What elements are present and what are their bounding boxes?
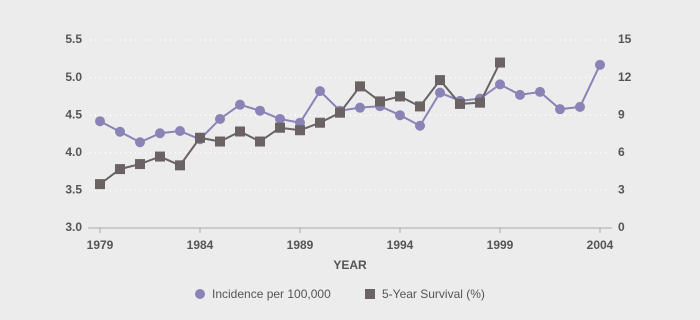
data-point [95, 116, 105, 127]
x-tick-label: 1994 [387, 238, 414, 252]
data-point [175, 160, 185, 171]
data-point [415, 120, 425, 131]
legend-label: 5-Year Survival (%) [382, 287, 485, 301]
data-point [135, 159, 145, 170]
legend-marker [195, 289, 205, 299]
data-point [435, 87, 445, 98]
data-point [315, 117, 325, 128]
data-point [595, 59, 605, 70]
x-axis-label: YEAR [333, 258, 367, 272]
y-tick-label: 4.0 [65, 145, 82, 159]
data-point [535, 86, 545, 97]
x-tick-label: 2004 [587, 238, 614, 252]
data-point [275, 122, 285, 133]
data-point [355, 81, 365, 92]
y2-tick-label: 9 [618, 107, 625, 121]
y-tick-label: 4.5 [65, 107, 82, 121]
data-point [575, 101, 585, 112]
data-point [115, 126, 125, 137]
x-tick-label: 1979 [87, 238, 114, 252]
data-point [455, 98, 465, 109]
y2-tick-label: 12 [618, 70, 632, 84]
data-point [395, 91, 405, 102]
data-point [295, 117, 305, 128]
data-point [235, 99, 245, 110]
data-point [255, 136, 265, 147]
y-tick-label: 5.0 [65, 70, 82, 84]
data-point [495, 57, 505, 68]
data-point [555, 104, 565, 115]
y2-tick-label: 0 [618, 220, 625, 234]
x-tick-label: 1999 [487, 238, 514, 252]
data-point [355, 102, 365, 113]
data-point [415, 101, 425, 112]
data-point [335, 107, 345, 118]
data-point [175, 125, 185, 136]
data-point [515, 89, 525, 100]
y2-tick-label: 3 [618, 183, 625, 197]
data-point [215, 113, 225, 124]
data-point [375, 96, 385, 107]
data-point [215, 136, 225, 147]
data-point [395, 110, 405, 121]
data-point [475, 97, 485, 108]
data-point [235, 126, 245, 137]
x-tick-label: 1984 [187, 238, 214, 252]
data-point [255, 105, 265, 116]
x-tick-label: 1989 [287, 238, 314, 252]
data-point [275, 113, 285, 124]
data-point [155, 128, 165, 139]
data-point [435, 75, 445, 86]
data-point [155, 151, 165, 162]
data-point [295, 125, 305, 136]
y2-tick-label: 6 [618, 145, 625, 159]
y-tick-label: 3.5 [65, 183, 82, 197]
legend-label: Incidence per 100,000 [212, 287, 331, 301]
data-point [95, 179, 105, 190]
data-point [115, 164, 125, 175]
y-tick-label: 3.0 [65, 220, 82, 234]
data-point [195, 132, 205, 143]
data-point [495, 79, 505, 90]
legend-marker [365, 289, 375, 299]
y-tick-label: 5.5 [65, 32, 82, 46]
data-point [135, 137, 145, 148]
data-point [315, 86, 325, 97]
y2-tick-label: 15 [618, 32, 632, 46]
